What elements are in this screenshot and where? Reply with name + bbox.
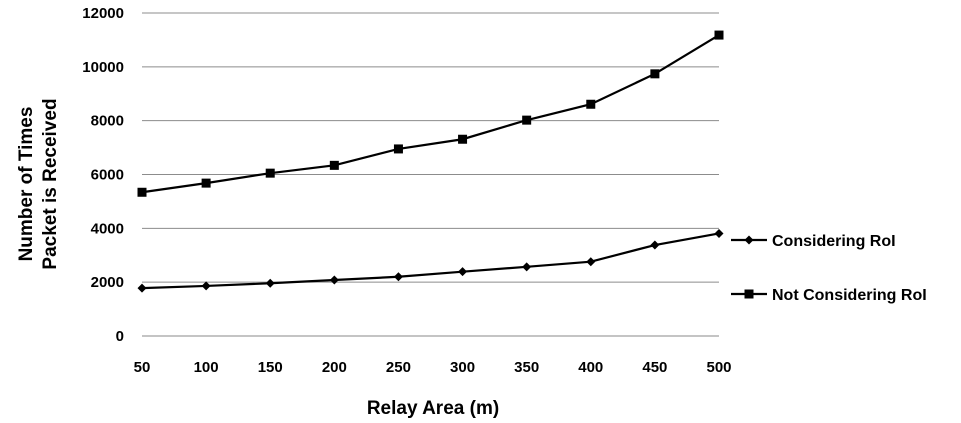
series-considering-roi (137, 228, 724, 293)
y-tick-label-8000: 8000 (91, 113, 124, 130)
x-tick-label-400: 400 (578, 359, 603, 376)
x-tick-label-500: 500 (706, 359, 731, 376)
series-line-considering-roi (141, 232, 720, 290)
x-tick-label-300: 300 (450, 359, 475, 376)
x-tick-label-100: 100 (194, 359, 219, 376)
gridlines (142, 12, 719, 283)
y-tick-label-4000: 4000 (91, 220, 124, 237)
data-point-not-considering-roi-100 (201, 178, 211, 188)
y-tick-label-2000: 2000 (91, 274, 124, 291)
data-point-considering-roi-500 (714, 228, 724, 238)
series-line-not-considering-roi (141, 34, 720, 194)
x-tick-label-50: 50 (134, 359, 151, 376)
data-point-not-considering-roi-150 (265, 168, 275, 178)
legend: Considering RoI Not Considering RoI (731, 233, 927, 304)
data-point-not-considering-roi-350 (522, 115, 532, 125)
y-tick-label-12000: 12000 (82, 5, 124, 22)
legend-marker-not-considering-roi (744, 289, 754, 299)
legend-label-considering-roi: Considering RoI (772, 233, 896, 250)
data-point-considering-roi-200 (329, 275, 339, 285)
data-point-considering-roi-250 (393, 272, 403, 282)
data-point-considering-roi-100 (201, 281, 211, 291)
data-point-considering-roi-300 (458, 267, 468, 277)
legend-item-not-considering-roi: Not Considering RoI (731, 287, 927, 304)
x-tick-label-200: 200 (322, 359, 347, 376)
legend-label-not-considering-roi: Not Considering RoI (772, 287, 927, 304)
x-tick-label-450: 450 (642, 359, 667, 376)
y-tick-label-10000: 10000 (82, 59, 124, 76)
x-tick-label-350: 350 (514, 359, 539, 376)
y-tick-label-6000: 6000 (91, 167, 124, 184)
x-tick-label-250: 250 (386, 359, 411, 376)
data-point-considering-roi-50 (137, 283, 147, 293)
data-point-considering-roi-450 (650, 240, 660, 250)
x-tick-label-150: 150 (258, 359, 283, 376)
data-point-not-considering-roi-400 (586, 99, 596, 109)
y-axis-ticks: 0 2000 4000 6000 8000 10000 12000 (82, 5, 124, 345)
series-not-considering-roi (137, 30, 724, 197)
data-point-not-considering-roi-200 (329, 160, 339, 170)
x-axis-ticks: 50 100 150 200 250 300 350 400 450 500 (134, 359, 732, 376)
data-point-not-considering-roi-450 (650, 69, 660, 79)
y-axis-title: Number of Times Packet is Received (16, 98, 61, 269)
data-point-not-considering-roi-300 (458, 134, 468, 144)
legend-marker-considering-roi (744, 235, 754, 245)
data-point-not-considering-roi-250 (393, 144, 403, 154)
data-point-not-considering-roi-50 (137, 187, 147, 197)
data-point-considering-roi-400 (586, 257, 596, 267)
x-axis-title: Relay Area (m) (367, 398, 499, 419)
data-point-considering-roi-150 (265, 278, 275, 288)
series-layer (137, 30, 724, 293)
y-tick-label-0: 0 (116, 328, 124, 345)
data-point-considering-roi-350 (522, 262, 532, 272)
y-axis-title-line-2: Packet is Received (40, 98, 61, 269)
data-point-not-considering-roi-500 (714, 30, 724, 40)
y-axis-title-line-1: Number of Times (16, 107, 37, 262)
legend-item-considering-roi: Considering RoI (731, 233, 896, 250)
